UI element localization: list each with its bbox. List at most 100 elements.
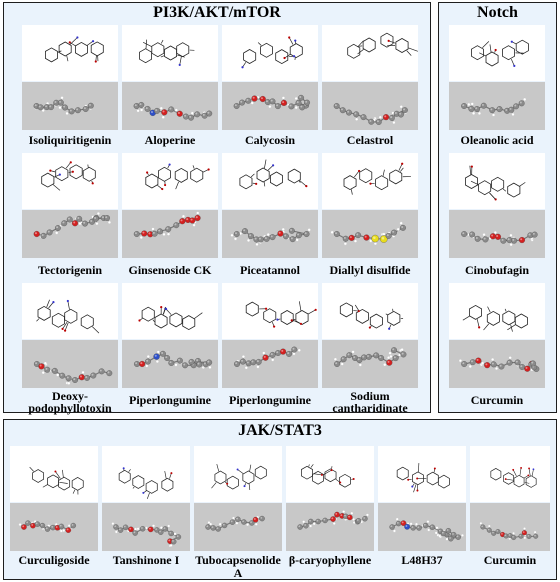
compound-card-diallyl-disulfide: Diallyl disulfide: [322, 153, 418, 281]
ball-and-stick-model: [222, 82, 318, 130]
chemical-structure: [36, 299, 100, 334]
compound-label: Curculigoside: [18, 553, 90, 567]
compound-card-tanshinone-i: Tanshinone I: [102, 446, 190, 576]
structure-drawing: [322, 283, 418, 339]
structure-drawing: [122, 25, 218, 81]
structure-drawing: [102, 446, 190, 502]
chemical-structure: [301, 464, 355, 488]
chemical-structure: [490, 467, 537, 488]
chemical-structure: [138, 305, 203, 331]
chemical-structure: [339, 302, 404, 330]
compound-card-l48h37: L48H37: [378, 446, 466, 576]
ball-and-stick-model: [22, 340, 118, 388]
structure-drawing: [222, 153, 318, 209]
compound-card-beta-caryophyllene: β-caryophyllene: [286, 446, 374, 576]
ball-and-stick-model: [449, 82, 545, 130]
ball-and-stick-model: [102, 503, 190, 551]
molecule-3d-model: [333, 347, 407, 367]
compound-label: Cinobufagin: [464, 263, 530, 277]
compound-card-tubocapsenolide-a: Tubocapsenolide A: [194, 446, 282, 580]
chemical-structure: [44, 36, 104, 63]
molecule-3d-model: [133, 211, 201, 240]
ball-and-stick-model: [122, 82, 218, 130]
structure-drawing: [322, 153, 418, 209]
ball-and-stick-model: [10, 503, 98, 551]
compound-label-line2: cantharidinate: [332, 401, 408, 415]
jak-stat3-panel: JAK/STAT3 Curculigoside Tanshinone I Tub…: [3, 419, 557, 580]
structure-drawing: [10, 446, 98, 502]
jak-panel-title: JAK/STAT3: [238, 422, 322, 439]
chemical-structure: [462, 304, 528, 332]
compound-card-piperlongumine-2: Piperlongumine: [222, 283, 318, 411]
ball-and-stick-model: [122, 210, 218, 258]
chemical-structure: [241, 36, 303, 69]
structure-drawing: [194, 446, 282, 502]
chemical-structure: [118, 467, 174, 500]
structure-drawing: [122, 283, 218, 339]
pi3k-akt-mtor-panel: PI3K/AKT/mTOR Isoliquiritigenin Aloperin…: [3, 2, 431, 415]
molecule-3d-model: [205, 515, 265, 532]
compound-label: Piperlongumine: [128, 393, 211, 407]
chemical-structure: [470, 39, 529, 67]
compound-card-oleanolic-acid: Oleanolic acid: [449, 25, 545, 153]
structure-drawing: [222, 25, 318, 81]
ball-and-stick-model: [222, 210, 318, 258]
compound-card-isoliquiritigenin: Isoliquiritigenin: [22, 25, 118, 153]
molecule-3d-model: [461, 97, 527, 117]
structure-drawing: [449, 283, 545, 339]
structure-drawing: [22, 153, 118, 209]
ball-and-stick-model: [22, 210, 118, 258]
chemical-structure: [464, 165, 526, 201]
molecule-3d-model: [461, 231, 538, 247]
ball-and-stick-model: [322, 340, 418, 388]
molecule-3d-model: [297, 510, 369, 530]
structure-drawing: [22, 283, 118, 339]
molecule-3d-model: [233, 94, 310, 111]
compound-card-curculigoside: Curculigoside: [10, 446, 98, 576]
ball-and-stick-model: [322, 82, 418, 130]
compound-label: Calycosin: [244, 133, 295, 147]
molecule-3d-model: [330, 221, 406, 246]
molecule-3d-model: [33, 212, 111, 239]
structure-drawing: [470, 446, 550, 502]
compound-card-curcumin-jak: Curcumin: [470, 446, 550, 576]
ball-and-stick-model: [378, 503, 466, 551]
compound-card-curcumin-notch: Curcumin: [449, 283, 545, 411]
notch-panel-title: Notch: [477, 4, 518, 21]
molecule-3d-model: [458, 356, 540, 372]
compound-label: β-caryophyllene: [288, 553, 372, 567]
chemical-structure: [41, 161, 96, 191]
compound-card-deoxypodophyllotoxin: Deoxy- podophyllotoxin: [22, 283, 118, 415]
chemical-structure: [347, 32, 418, 59]
compound-label-line1: Deoxy-: [52, 389, 88, 403]
molecule-3d-model: [234, 346, 301, 370]
compound-card-tectorigenin: Tectorigenin: [22, 153, 118, 281]
chemical-structure: [245, 301, 317, 328]
compound-card-piperlongumine-1: Piperlongumine: [122, 283, 218, 411]
compound-card-cinobufagin: Cinobufagin: [449, 153, 545, 281]
structure-drawing: [449, 25, 545, 81]
structure-drawing: [222, 283, 318, 339]
compound-label: Curcumin: [483, 553, 537, 567]
compound-label: Tectorigenin: [37, 263, 103, 277]
structure-drawing: [122, 153, 218, 209]
ball-and-stick-model: [322, 210, 418, 258]
ball-and-stick-model: [470, 503, 550, 551]
molecule-3d-model: [133, 350, 213, 369]
molecule-3d-model: [333, 103, 408, 125]
compound-card-piceatannol: Piceatannol: [222, 153, 318, 281]
structure-drawing: [378, 446, 466, 502]
chemical-structure: [29, 466, 84, 495]
compound-card-aloperine: Aloperine: [122, 25, 218, 153]
compound-label: Piceatannol: [240, 263, 300, 277]
compound-label-line1: Sodium: [350, 389, 390, 403]
compound-card-sodium-cantharidinate: Sodium cantharidinate: [322, 283, 418, 415]
molecule-3d-model: [111, 522, 182, 548]
structure-drawing: [322, 25, 418, 81]
compound-label: Diallyl disulfide: [329, 263, 411, 277]
molecule-3d-model: [18, 520, 76, 533]
compound-label: Ginsenoside CK: [128, 263, 212, 277]
molecule-3d-model: [230, 227, 311, 246]
chemical-structure: [145, 163, 210, 191]
chemical-structure: [139, 39, 195, 67]
